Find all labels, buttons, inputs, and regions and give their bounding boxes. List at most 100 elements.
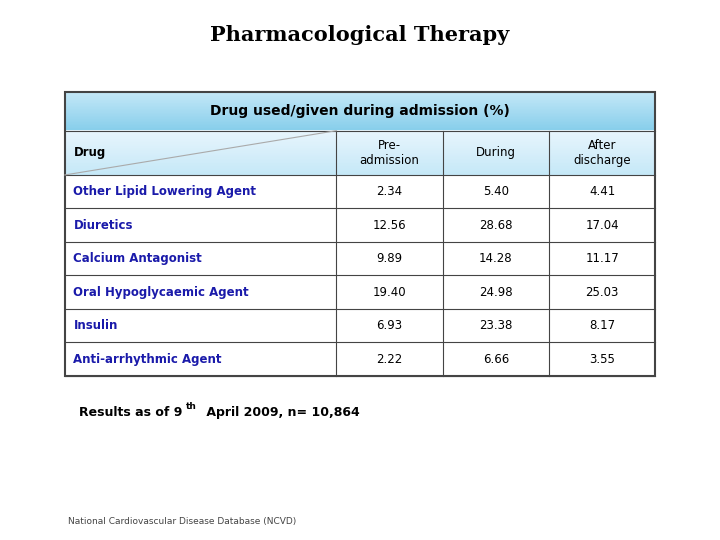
Bar bbox=[65, 167, 655, 169]
Bar bbox=[65, 133, 655, 134]
Text: 9.89: 9.89 bbox=[377, 252, 402, 265]
Bar bbox=[65, 96, 655, 97]
Bar bbox=[65, 122, 655, 123]
Bar bbox=[65, 146, 655, 147]
Bar bbox=[65, 124, 655, 125]
Bar bbox=[65, 104, 655, 105]
Bar bbox=[65, 166, 655, 167]
Bar bbox=[65, 242, 655, 275]
Text: 23.38: 23.38 bbox=[479, 319, 513, 332]
Text: Anti-arrhythmic Agent: Anti-arrhythmic Agent bbox=[73, 353, 222, 366]
Text: 11.17: 11.17 bbox=[585, 252, 619, 265]
Bar bbox=[65, 103, 655, 104]
Text: 2.22: 2.22 bbox=[377, 353, 402, 366]
Bar bbox=[65, 168, 655, 170]
Text: Drug used/given during admission (%): Drug used/given during admission (%) bbox=[210, 104, 510, 118]
Bar bbox=[65, 130, 655, 131]
Text: Pharmacological Therapy: Pharmacological Therapy bbox=[210, 25, 510, 45]
Bar bbox=[65, 145, 655, 147]
Bar bbox=[65, 99, 655, 100]
Bar bbox=[65, 153, 655, 154]
Bar bbox=[65, 173, 655, 175]
Bar bbox=[65, 141, 655, 142]
Bar bbox=[65, 132, 655, 133]
Bar bbox=[65, 175, 655, 208]
Bar bbox=[65, 136, 655, 137]
Bar bbox=[65, 126, 655, 127]
Text: 2.34: 2.34 bbox=[377, 185, 402, 198]
Bar bbox=[65, 93, 655, 94]
Bar bbox=[65, 166, 655, 168]
Bar bbox=[65, 169, 655, 171]
Bar bbox=[65, 111, 655, 112]
Text: 3.55: 3.55 bbox=[589, 353, 615, 366]
Bar bbox=[65, 208, 655, 242]
Text: Oral Hypoglycaemic Agent: Oral Hypoglycaemic Agent bbox=[73, 286, 249, 299]
Bar bbox=[65, 155, 655, 157]
Bar bbox=[65, 162, 655, 164]
Bar bbox=[65, 117, 655, 118]
Text: th: th bbox=[186, 402, 197, 411]
Text: 6.66: 6.66 bbox=[482, 353, 509, 366]
Text: 25.03: 25.03 bbox=[585, 286, 618, 299]
Bar bbox=[65, 139, 655, 140]
Bar bbox=[65, 150, 655, 151]
Text: Diuretics: Diuretics bbox=[73, 219, 133, 232]
Bar bbox=[65, 147, 655, 149]
Bar bbox=[65, 144, 655, 145]
Bar bbox=[65, 116, 655, 118]
Bar bbox=[65, 159, 655, 161]
Bar bbox=[65, 98, 655, 99]
Bar bbox=[65, 123, 655, 124]
Bar bbox=[65, 120, 655, 122]
Bar bbox=[65, 164, 655, 165]
Bar bbox=[65, 110, 655, 111]
Text: Drug: Drug bbox=[73, 146, 106, 159]
Bar bbox=[65, 91, 655, 92]
Bar bbox=[65, 160, 655, 161]
Bar bbox=[65, 119, 655, 120]
Bar bbox=[65, 112, 655, 113]
Bar bbox=[65, 172, 655, 173]
Bar bbox=[65, 102, 655, 104]
Bar bbox=[65, 114, 655, 115]
Bar bbox=[65, 118, 655, 120]
Bar bbox=[65, 106, 655, 107]
Bar bbox=[65, 170, 655, 171]
Bar bbox=[65, 148, 655, 149]
Bar bbox=[65, 136, 655, 138]
Text: 5.40: 5.40 bbox=[483, 185, 509, 198]
Bar bbox=[65, 151, 655, 152]
Bar bbox=[65, 95, 655, 97]
Bar bbox=[65, 107, 655, 109]
Bar bbox=[65, 157, 655, 158]
Bar bbox=[65, 161, 655, 163]
Bar bbox=[65, 144, 655, 146]
Bar bbox=[65, 93, 655, 95]
Bar bbox=[65, 123, 655, 124]
Bar bbox=[65, 102, 655, 103]
Bar bbox=[65, 154, 655, 156]
Bar bbox=[65, 148, 655, 150]
Bar bbox=[65, 134, 655, 136]
Bar bbox=[65, 141, 655, 143]
Bar bbox=[65, 156, 655, 157]
Bar bbox=[65, 138, 655, 139]
Bar bbox=[65, 92, 655, 93]
Bar bbox=[65, 130, 655, 132]
Bar bbox=[65, 118, 655, 119]
Bar bbox=[65, 127, 655, 129]
Bar bbox=[65, 152, 655, 154]
Bar bbox=[65, 129, 655, 130]
Bar bbox=[65, 92, 655, 376]
Text: 12.56: 12.56 bbox=[373, 219, 406, 232]
Text: Other Lipid Lowering Agent: Other Lipid Lowering Agent bbox=[73, 185, 256, 198]
Bar bbox=[65, 128, 655, 129]
Bar bbox=[65, 97, 655, 98]
Text: 17.04: 17.04 bbox=[585, 219, 619, 232]
Bar bbox=[65, 100, 655, 101]
Text: Pre-
admission: Pre- admission bbox=[359, 139, 420, 167]
Bar bbox=[65, 100, 655, 102]
Bar bbox=[65, 140, 655, 141]
Text: 8.17: 8.17 bbox=[589, 319, 615, 332]
